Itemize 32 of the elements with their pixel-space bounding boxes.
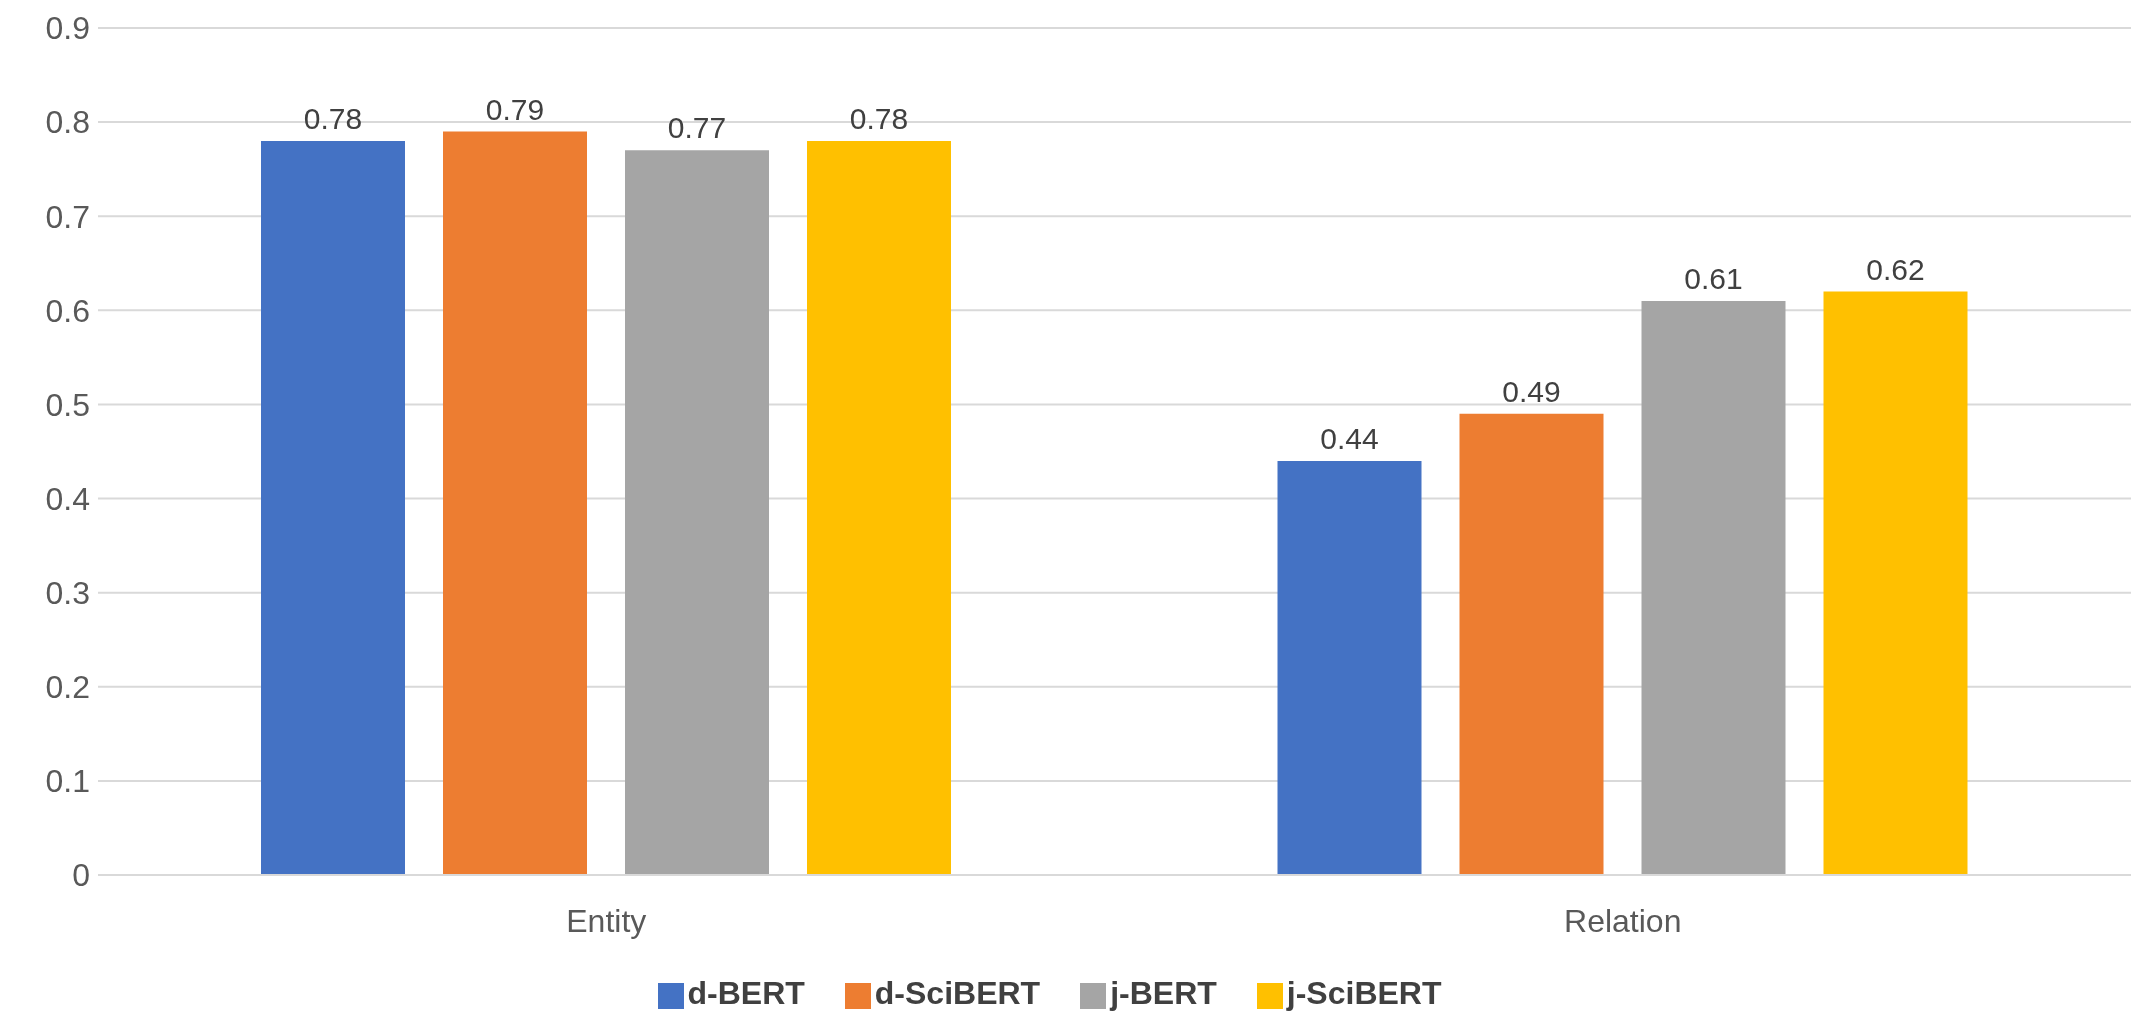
data-label: 0.61 [1684, 261, 1743, 295]
bar [1277, 460, 1422, 875]
legend-label: d-BERT [687, 975, 805, 1011]
y-tick-label: 0.7 [45, 198, 90, 235]
y-tick-label: 0.3 [45, 575, 90, 612]
data-label: 0.49 [1502, 374, 1561, 408]
data-label: 0.78 [303, 101, 363, 135]
data-label: 0.78 [849, 101, 909, 135]
bar [807, 140, 951, 875]
y-tick-label: 0.5 [45, 386, 90, 423]
bar [261, 140, 405, 875]
x-tick-label: Relation [1564, 902, 1682, 939]
bar [1823, 291, 1968, 875]
legend-label: d-SciBERT [874, 975, 1041, 1011]
legend-label: j-BERT [1110, 975, 1217, 1011]
y-tick-label: 0.4 [45, 480, 90, 517]
bar [443, 131, 587, 875]
y-tick-label: 0.2 [45, 669, 90, 706]
x-tick-label: Entity [566, 902, 647, 939]
y-tick-label: 0.8 [45, 104, 90, 141]
bar [1641, 300, 1786, 875]
legend-label: j-SciBERT [1286, 975, 1442, 1011]
bar [625, 150, 769, 875]
data-label: 0.62 [1866, 252, 1925, 286]
y-tick-label: 0 [72, 857, 90, 894]
bar [1459, 413, 1604, 875]
y-tick-label: 0.9 [45, 10, 90, 47]
y-tick-label: 0.6 [45, 292, 90, 329]
y-tick-label: 0.1 [45, 763, 90, 800]
data-label: 0.77 [667, 111, 727, 145]
data-label: 0.79 [485, 92, 545, 126]
data-label: 0.44 [1320, 421, 1379, 455]
